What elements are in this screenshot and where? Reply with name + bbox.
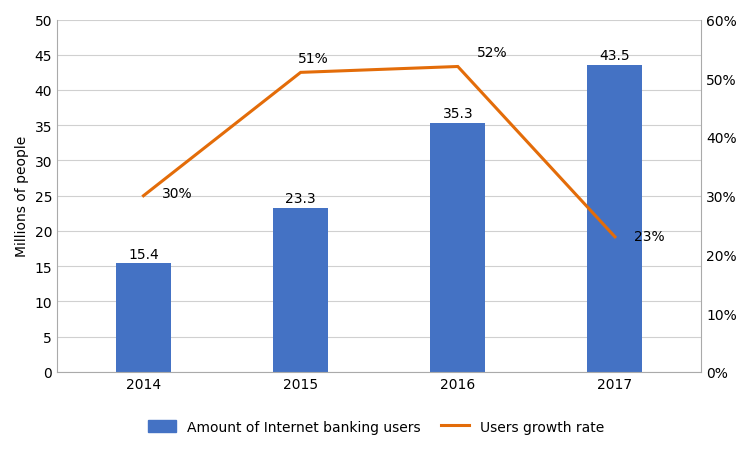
- Bar: [273, 208, 328, 372]
- Text: 30%: 30%: [162, 186, 193, 200]
- Text: 35.3: 35.3: [442, 107, 473, 121]
- Y-axis label: Millions of people: Millions of people: [15, 136, 29, 257]
- Text: 23.3: 23.3: [285, 192, 316, 205]
- Text: 52%: 52%: [477, 46, 508, 60]
- Legend: Amount of Internet banking users, Users growth rate: Amount of Internet banking users, Users …: [142, 414, 610, 440]
- Bar: [116, 264, 171, 372]
- Bar: [430, 124, 485, 372]
- Text: 43.5: 43.5: [599, 50, 630, 63]
- Text: 23%: 23%: [634, 229, 665, 243]
- Bar: [587, 66, 642, 372]
- Text: 51%: 51%: [298, 51, 328, 65]
- Text: 15.4: 15.4: [128, 247, 159, 261]
